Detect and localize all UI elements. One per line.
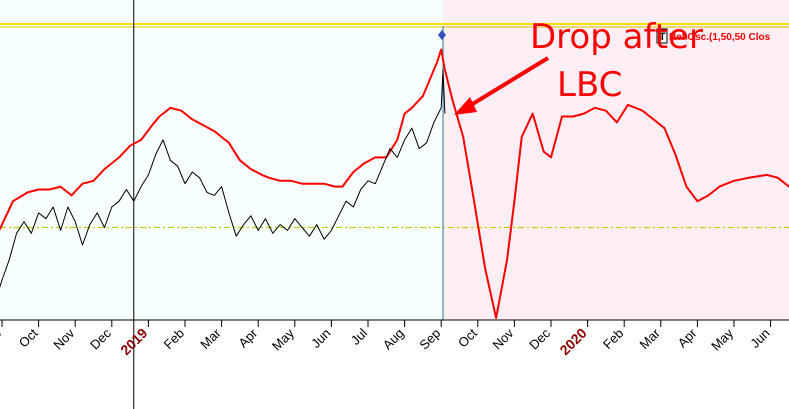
annotation-arrowhead: [454, 97, 477, 115]
x-tick-label: Apr: [235, 325, 260, 350]
x-tick-label: Mar: [636, 325, 663, 352]
x-tick-label: 2020: [556, 325, 589, 358]
x-tick-label: Aug: [380, 326, 407, 353]
peak-marker: [438, 30, 446, 40]
x-tick-label: Nov: [490, 325, 517, 352]
x-tick-label: Feb: [161, 326, 187, 352]
x-tick-label: Oct: [455, 325, 480, 350]
x-tick-label: Sep: [0, 326, 4, 353]
series-layer: [0, 48, 789, 319]
x-tick-label: May: [269, 325, 297, 353]
highlight-region: [443, 0, 789, 320]
x-tick-label: Sep: [416, 326, 443, 353]
x-tick-label: Jun: [747, 326, 772, 351]
x-tick-label: Dec: [87, 325, 114, 352]
x-tick-label: Oct: [16, 325, 41, 350]
series-line-0: [0, 48, 789, 319]
annotation-text-line2: LBC: [557, 65, 622, 105]
x-tick-label: Feb: [600, 326, 626, 352]
legend-marker-letter: T: [659, 31, 666, 43]
series-line-1: [0, 69, 446, 289]
annotation-text-line1: Drop after: [530, 17, 703, 57]
x-tick-label: Jun: [308, 326, 333, 351]
x-tick-label: Nov: [50, 325, 77, 352]
x-axis: Sep Oct Nov Dec 2019 Feb Mar Apr May Jun Jul Aug Sep…: [0, 319, 789, 358]
legend-marker-box: [656, 28, 668, 44]
x-tick-label: May: [708, 325, 736, 353]
x-tick-label: Mar: [197, 325, 224, 352]
annotation-arrow-shaft: [464, 56, 550, 110]
x-tick-label: Dec: [526, 325, 553, 352]
legend-series-name: Rel Osc.(1,50,50 Clos: [669, 32, 771, 43]
x-tick-label: Apr: [675, 325, 700, 350]
legend: T Rel Osc.(1,50,50 Clos: [656, 28, 771, 44]
x-tick-label: Jul: [348, 325, 370, 347]
annotation: Drop after LBC: [454, 17, 703, 115]
